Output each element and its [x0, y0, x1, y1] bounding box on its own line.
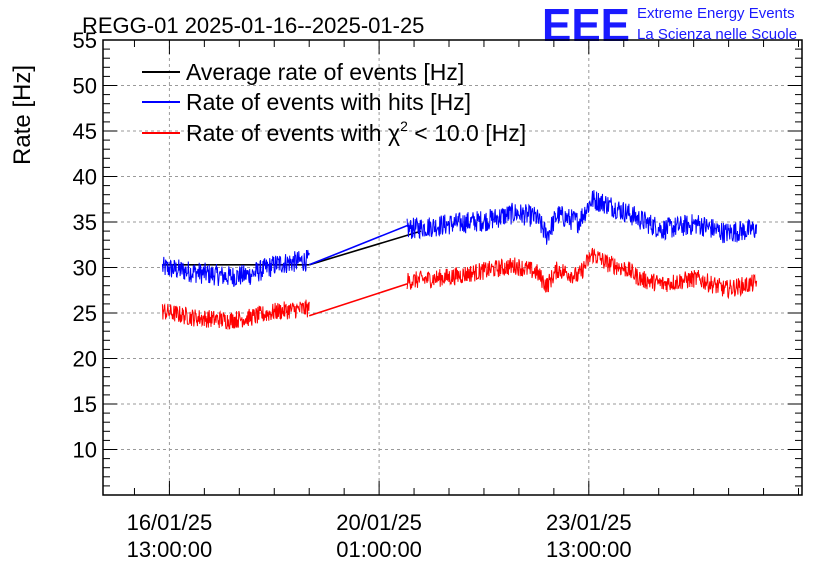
series-1-segment-2: [406, 190, 758, 245]
eee-logo: EEE: [542, 0, 630, 51]
series-2: [161, 247, 758, 330]
x-tick-label-time-2: 13:00:00: [546, 537, 632, 562]
series-2-segment-0: [161, 299, 310, 330]
logo-line-1: Extreme Energy Events: [637, 5, 795, 22]
y-tick-label-20: 20: [73, 347, 97, 372]
series-layer: [161, 190, 758, 330]
series-0-segment-1: [308, 230, 422, 266]
legend-label-hits: Rate of events with hits [Hz]: [186, 89, 471, 115]
series-1: [161, 190, 758, 287]
axis-layer: 1015202530354045505516/01/2513:00:0020/0…: [73, 28, 803, 562]
y-tick-label-15: 15: [73, 392, 97, 417]
legend-label-chi2: Rate of events with χ2 < 10.0 [Hz]: [186, 118, 526, 146]
legend: Average rate of events [Hz] Rate of even…: [142, 59, 526, 146]
logo-line-2: La Scienza nelle Scuole: [637, 26, 797, 43]
series-2-segment-2: [406, 247, 758, 300]
x-tick-label-time-0: 13:00:00: [127, 537, 213, 562]
x-tick-label-time-1: 01:00:00: [336, 537, 422, 562]
x-tick-label-date-1: 20/01/25: [336, 510, 422, 535]
y-tick-label-35: 35: [73, 210, 97, 235]
chart-title: REGG-01 2025-01-16--2025-01-25: [82, 13, 424, 38]
legend-chi2-suffix: < 10.0 [Hz]: [408, 120, 526, 146]
series-2-segment-1: [308, 283, 408, 317]
legend-chi2-prefix: Rate of events with: [186, 120, 388, 146]
legend-chi-superscript: 2: [400, 118, 408, 134]
y-tick-label-30: 30: [73, 256, 97, 281]
y-axis-label: Rate [Hz]: [9, 65, 36, 165]
x-tick-label-date-2: 23/01/25: [546, 510, 632, 535]
y-tick-label-50: 50: [73, 74, 97, 99]
y-tick-label-40: 40: [73, 165, 97, 190]
series-1-segment-0: [161, 249, 310, 287]
y-tick-label-55: 55: [73, 28, 97, 53]
legend-chi-symbol: χ: [388, 120, 400, 146]
y-tick-label-25: 25: [73, 301, 97, 326]
y-tick-label-10: 10: [73, 438, 97, 463]
legend-label-average: Average rate of events [Hz]: [186, 59, 464, 85]
x-tick-label-date-0: 16/01/25: [127, 510, 213, 535]
series-1-segment-1: [308, 224, 408, 266]
y-tick-label-45: 45: [73, 119, 97, 144]
